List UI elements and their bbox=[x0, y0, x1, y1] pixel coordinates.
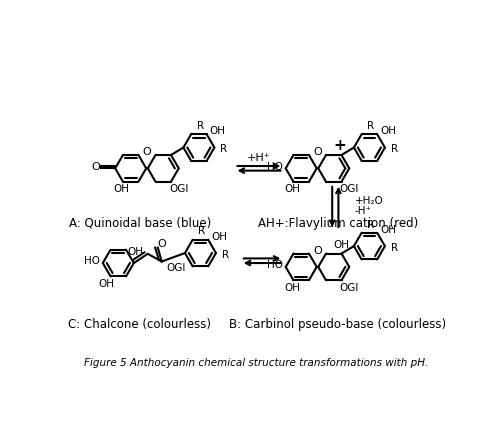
Text: R: R bbox=[390, 144, 398, 154]
Text: HO: HO bbox=[266, 260, 282, 270]
Text: OH: OH bbox=[284, 184, 300, 195]
Text: OGl: OGl bbox=[340, 283, 359, 293]
Text: +H₂O: +H₂O bbox=[354, 196, 384, 206]
Text: Figure 5 Anthocyanin chemical structure transformations with pH.: Figure 5 Anthocyanin chemical structure … bbox=[84, 358, 428, 368]
Text: +H⁺: +H⁺ bbox=[247, 153, 271, 163]
Text: OGl: OGl bbox=[340, 184, 359, 195]
Text: O: O bbox=[92, 162, 100, 172]
Text: R: R bbox=[390, 242, 398, 253]
Text: A: Quinoidal base (blue): A: Quinoidal base (blue) bbox=[69, 216, 211, 229]
Text: O: O bbox=[158, 239, 166, 249]
Text: R: R bbox=[222, 250, 229, 260]
Text: HO: HO bbox=[266, 162, 282, 172]
Text: OH: OH bbox=[211, 232, 227, 242]
Text: OGl: OGl bbox=[166, 263, 186, 273]
Text: OH: OH bbox=[284, 283, 300, 293]
Text: R: R bbox=[220, 144, 228, 154]
Text: R: R bbox=[368, 121, 374, 131]
Text: -H⁺: -H⁺ bbox=[354, 206, 372, 216]
Text: OH: OH bbox=[380, 225, 396, 234]
Text: OH: OH bbox=[114, 184, 130, 195]
Text: OH: OH bbox=[334, 240, 349, 250]
Text: OGl: OGl bbox=[169, 184, 188, 195]
Text: HO: HO bbox=[84, 256, 100, 266]
Text: O: O bbox=[313, 246, 322, 256]
Text: R: R bbox=[197, 121, 204, 131]
Text: OH: OH bbox=[98, 279, 114, 289]
Text: C: Chalcone (colourless): C: Chalcone (colourless) bbox=[68, 318, 212, 331]
Text: R: R bbox=[368, 219, 374, 229]
Text: OH: OH bbox=[210, 126, 226, 136]
Text: R: R bbox=[198, 226, 205, 237]
Text: O: O bbox=[142, 147, 152, 157]
Text: OH: OH bbox=[128, 247, 144, 257]
Text: +: + bbox=[334, 138, 346, 153]
Text: O: O bbox=[313, 147, 322, 157]
Text: OH: OH bbox=[380, 126, 396, 136]
Text: B: Carbinol pseudo-base (colourless): B: Carbinol pseudo-base (colourless) bbox=[229, 318, 446, 331]
Text: AH+:Flavylium cation (red): AH+:Flavylium cation (red) bbox=[258, 216, 418, 229]
